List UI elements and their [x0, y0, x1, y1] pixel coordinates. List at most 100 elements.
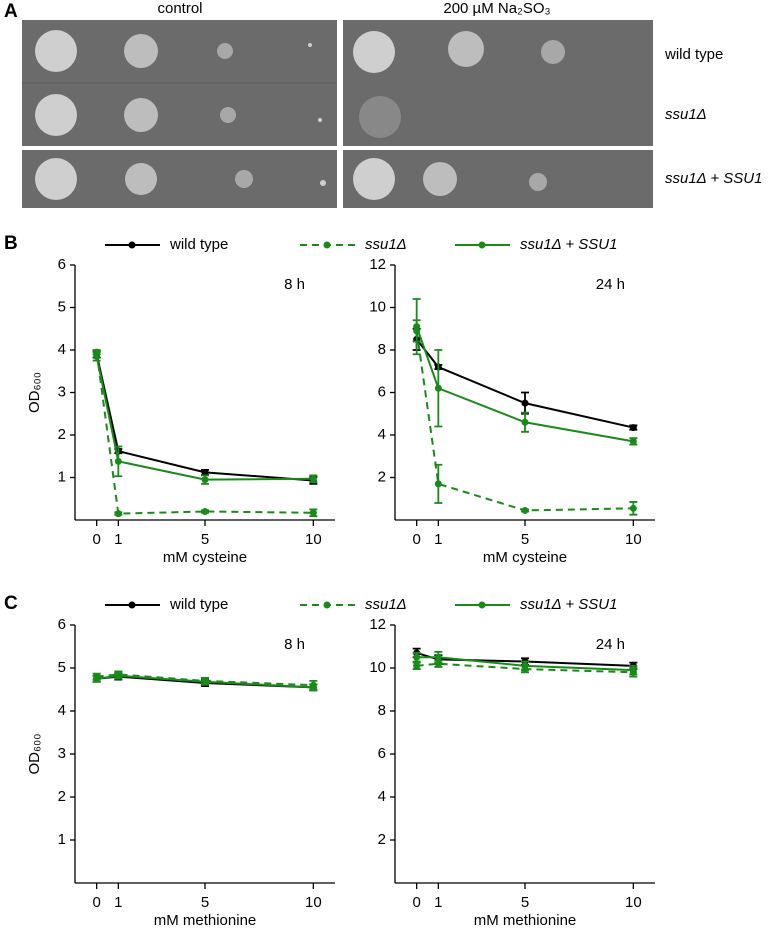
- y-tick-label: 2: [378, 831, 386, 848]
- x-tick-label: 1: [434, 531, 442, 548]
- series-line: [416, 656, 634, 672]
- y-tick-label: 8: [378, 702, 386, 719]
- y-tick-label: 2: [58, 788, 66, 805]
- y-tick-label: 2: [58, 426, 66, 443]
- series-line: [415, 330, 634, 512]
- data-point: [114, 672, 122, 680]
- data-point: [201, 508, 209, 515]
- legend-label: wild type: [169, 596, 228, 613]
- column-label: control: [157, 0, 202, 17]
- data-point: [629, 666, 637, 674]
- annotation: 24 h: [596, 636, 625, 653]
- y-tick-label: 6: [58, 616, 66, 633]
- x-axis-title: mM cysteine: [163, 549, 247, 566]
- y-tick-label: 12: [369, 256, 386, 273]
- y-tick-label: 3: [58, 383, 66, 400]
- x-tick-label: 5: [201, 531, 209, 548]
- x-tick-label: 0: [412, 531, 420, 548]
- y-tick-label: 1: [58, 831, 66, 848]
- data-point: [201, 476, 209, 484]
- annotation: 24 h: [596, 276, 625, 293]
- annotation: 8 h: [284, 276, 305, 293]
- y-tick-label: 10: [369, 298, 386, 315]
- legend-label: wild type: [169, 236, 228, 253]
- legend-marker: [323, 241, 331, 249]
- series-line: [95, 351, 314, 515]
- panel-letter: B: [4, 233, 18, 254]
- y-tick-label: 4: [58, 341, 66, 358]
- series-line: [95, 354, 314, 482]
- y-tick-label: 5: [58, 298, 66, 315]
- x-tick-label: 1: [434, 894, 442, 911]
- y-tick-label: 4: [378, 788, 386, 805]
- series-line: [96, 674, 314, 689]
- x-axis-title: mM methionine: [474, 912, 577, 928]
- data-point: [413, 323, 421, 331]
- series-line: [95, 356, 314, 481]
- panel-letter: C: [4, 593, 18, 614]
- data-point: [629, 424, 637, 432]
- data-point: [629, 437, 637, 445]
- data-point: [309, 683, 317, 691]
- x-tick-label: 10: [625, 531, 642, 548]
- data-point: [434, 480, 442, 488]
- row-label: ssu1Δ: [665, 106, 707, 123]
- annotation: 8 h: [284, 636, 305, 653]
- x-tick-label: 10: [305, 894, 322, 911]
- y-tick-label: 4: [58, 702, 66, 719]
- x-tick-label: 0: [412, 894, 420, 911]
- data-point: [521, 418, 529, 426]
- data-point: [521, 399, 529, 407]
- x-tick-label: 1: [114, 894, 122, 911]
- data-point: [201, 678, 209, 686]
- legend-marker: [478, 601, 486, 609]
- data-point: [521, 662, 529, 670]
- x-axis-title: mM cysteine: [483, 549, 567, 566]
- y-tick-label: 8: [378, 341, 386, 358]
- legend-marker: [323, 601, 331, 609]
- y-tick-label: 6: [58, 256, 66, 273]
- data-point: [413, 662, 421, 670]
- series-line: [416, 662, 634, 674]
- y-tick-label: 4: [378, 426, 386, 443]
- series-line: [96, 673, 314, 687]
- y-tick-label: 12: [369, 616, 386, 633]
- legend-label: ssu1Δ: [365, 596, 407, 613]
- data-point: [93, 352, 101, 360]
- legend-marker: [128, 241, 136, 249]
- y-tick-label: 1: [58, 468, 66, 485]
- y-axis-title: OD₆₀₀: [26, 733, 43, 774]
- y-tick-label: 10: [369, 659, 386, 676]
- plate-photo: [22, 20, 653, 208]
- data-point: [521, 506, 529, 514]
- x-tick-label: 5: [521, 894, 529, 911]
- legend-label: ssu1Δ + SSU1: [520, 596, 617, 613]
- x-tick-label: 0: [92, 894, 100, 911]
- x-tick-label: 5: [521, 531, 529, 548]
- x-tick-label: 0: [92, 531, 100, 548]
- y-tick-label: 6: [378, 383, 386, 400]
- legend-marker: [128, 601, 136, 609]
- legend-label: ssu1Δ + SSU1: [520, 236, 617, 253]
- y-tick-label: 2: [378, 468, 386, 485]
- y-tick-label: 6: [378, 745, 386, 762]
- row-label: wild type: [664, 46, 723, 63]
- x-tick-label: 10: [625, 894, 642, 911]
- legend-marker: [478, 241, 486, 249]
- data-point: [629, 504, 637, 512]
- y-tick-label: 3: [58, 745, 66, 762]
- data-point: [114, 457, 122, 465]
- series-line: [416, 651, 634, 667]
- data-point: [114, 510, 122, 518]
- data-point: [309, 509, 317, 517]
- data-point: [93, 675, 101, 683]
- x-tick-label: 10: [305, 531, 322, 548]
- data-point: [434, 653, 442, 661]
- x-axis-title: mM methionine: [154, 912, 257, 928]
- x-tick-label: 5: [201, 894, 209, 911]
- data-point: [309, 475, 317, 483]
- x-tick-label: 1: [114, 531, 122, 548]
- data-point: [201, 468, 209, 476]
- y-axis-title: OD₆₀₀: [26, 372, 43, 413]
- row-label: ssu1Δ + SSU1: [665, 170, 762, 187]
